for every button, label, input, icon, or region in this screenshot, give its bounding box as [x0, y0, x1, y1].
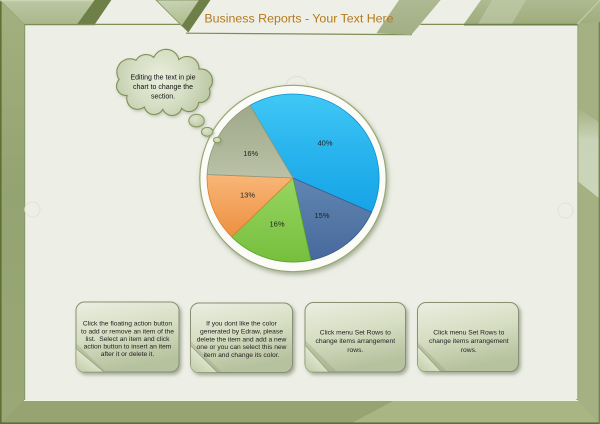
svg-text:to add or remove an item of th: to add or remove an item of the [81, 328, 174, 335]
svg-text:If you dont like the color: If you dont like the color [206, 321, 277, 328]
svg-text:item and change its color.: item and change its color. [204, 352, 280, 359]
svg-text:list. Select an item and clic: list. Select an item and click [86, 336, 171, 343]
svg-text:change items arrangement: change items arrangement [429, 338, 509, 345]
svg-text:40%: 40% [317, 139, 332, 148]
svg-text:Click menu Set Rows to: Click menu Set Rows to [433, 330, 504, 337]
svg-text:13%: 13% [240, 191, 255, 200]
svg-text:15%: 15% [314, 211, 329, 220]
svg-text:after it or delete it.: after it or delete it. [101, 351, 155, 358]
svg-text:generated by Edraw, please: generated by Edraw, please [200, 329, 283, 336]
svg-text:Click the floating action butt: Click the floating action button [83, 321, 173, 328]
svg-text:rows.: rows. [347, 347, 363, 354]
svg-text:delete the item and add a new: delete the item and add a new [197, 336, 287, 343]
svg-text:16%: 16% [269, 220, 284, 229]
svg-text:chart to change the: chart to change the [133, 84, 193, 91]
svg-text:Business Reports - Your Text H: Business Reports - Your Text Here [204, 12, 393, 26]
svg-text:action button to insert an ite: action button to insert an item [84, 344, 172, 351]
svg-text:Click menu Set Rows to: Click menu Set Rows to [320, 330, 391, 337]
svg-text:16%: 16% [243, 149, 258, 158]
svg-text:Editing the text in pie: Editing the text in pie [131, 74, 196, 81]
svg-text:one or you can select this new: one or you can select this new [197, 344, 287, 351]
svg-text:section.: section. [151, 93, 175, 100]
svg-text:change items arrangement: change items arrangement [316, 338, 396, 345]
svg-text:rows.: rows. [461, 347, 477, 354]
